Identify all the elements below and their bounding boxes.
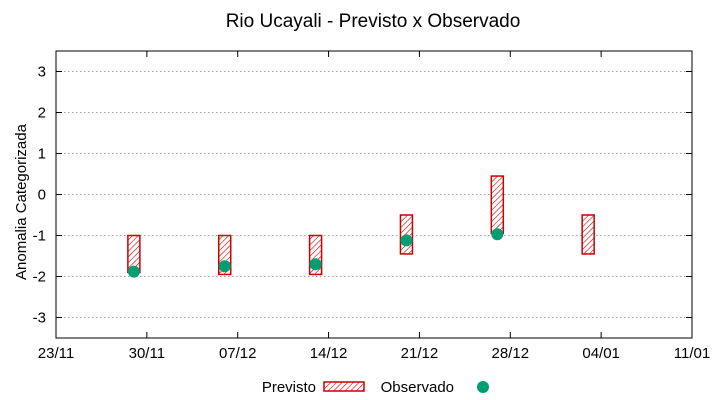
observado-point	[400, 234, 413, 247]
previsto-range-bar	[581, 214, 595, 255]
legend-marker-observado	[477, 381, 489, 393]
x-tick-label: 23/11	[38, 345, 74, 362]
grid-lines	[56, 71, 692, 318]
x-tick-label: 30/11	[129, 345, 165, 362]
legend-swatch-previsto	[323, 381, 365, 392]
legend-label-previsto: Previsto	[262, 379, 316, 396]
previsto-range-bar	[490, 175, 505, 235]
legend-label-observado: Observado	[381, 379, 454, 396]
axes: -3 -2 -1 0 1 2 3 23/11 30/11 07/12 14/12 21/12 28/12…	[33, 51, 710, 362]
x-tick-label: 11/01	[674, 345, 710, 362]
observado-point	[309, 258, 322, 271]
x-tick-label: 14/12	[310, 345, 348, 362]
y-tick-label: -1	[33, 228, 46, 245]
legend: Previsto Observado	[262, 379, 489, 396]
x-tick-label: 21/12	[401, 345, 439, 362]
x-tick-label: 28/12	[492, 345, 530, 362]
y-axis-label: Anomalia Categorizada	[13, 123, 30, 280]
observado-point	[218, 260, 231, 273]
y-tick-label: -3	[33, 310, 46, 327]
observado-point	[491, 228, 504, 241]
data-layer	[127, 175, 595, 278]
x-tick-label: 07/12	[219, 345, 257, 362]
chart-title: Rio Ucayali - Previsto x Observado	[226, 11, 521, 32]
y-tick-label: 1	[38, 146, 46, 163]
y-tick-label: 3	[38, 64, 46, 81]
y-tick-label: -2	[33, 269, 46, 286]
observado-point	[127, 265, 140, 278]
x-tick-label: 04/01	[582, 345, 620, 362]
y-tick-label: 2	[38, 105, 46, 122]
y-tick-label: 0	[38, 187, 46, 204]
